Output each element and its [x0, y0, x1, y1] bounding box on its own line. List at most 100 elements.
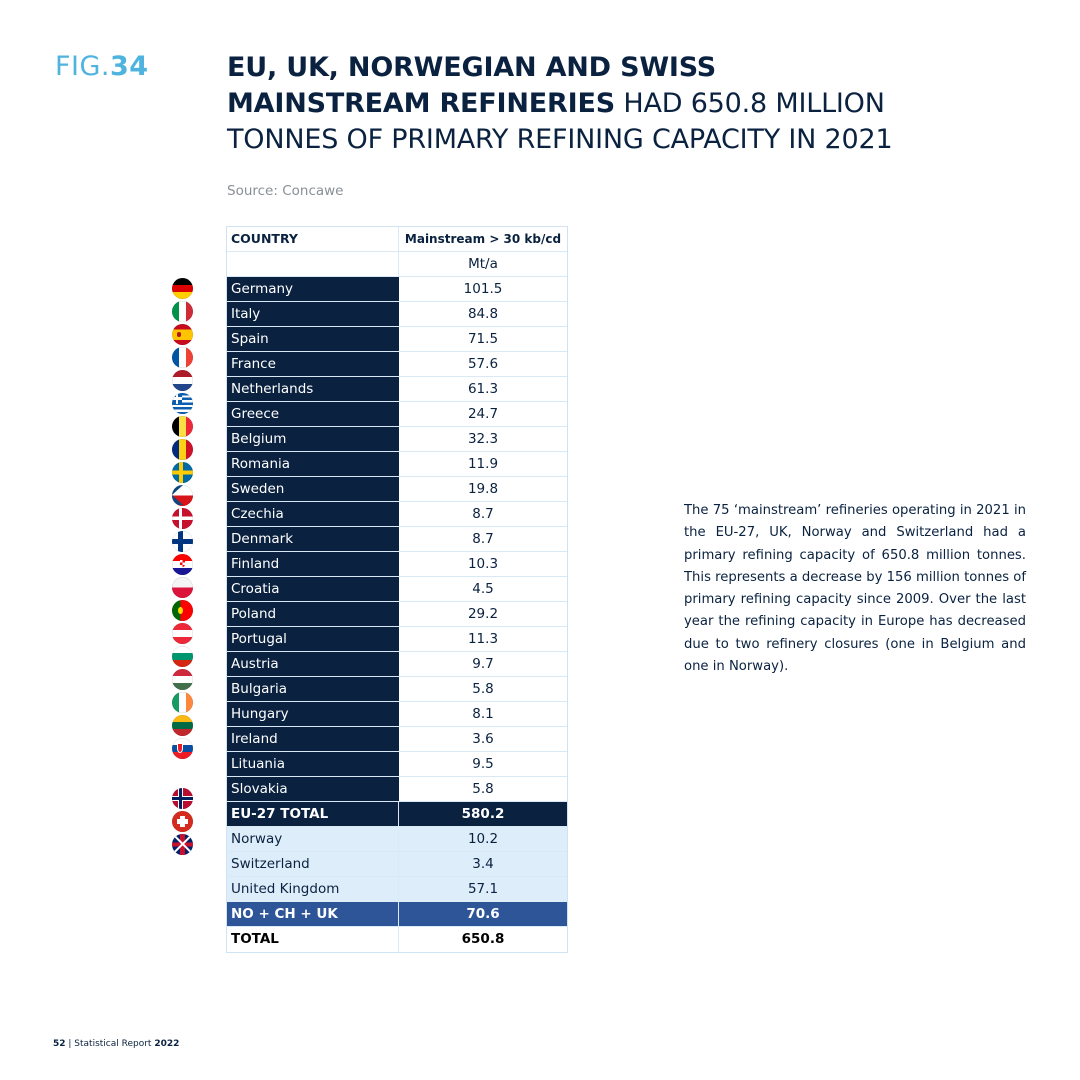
grand-total-row: TOTAL 650.8 [227, 927, 567, 952]
country-name: United Kingdom [227, 877, 399, 902]
country-name: Finland [227, 552, 399, 576]
country-name: Croatia [227, 577, 399, 601]
uk-flag-icon [172, 834, 193, 855]
bulgaria-flag-icon [172, 646, 193, 667]
table-header-row: COUNTRY Mainstream > 30 kb/cd [227, 227, 567, 252]
capacity-value: 3.6 [472, 731, 494, 747]
unit-label: Mt/a [468, 256, 498, 272]
table-row: Belgium 32.3 [227, 427, 567, 452]
footer-year: 2022 [154, 1039, 180, 1049]
capacity-value: 3.4 [399, 852, 567, 876]
unit-spacer [227, 252, 399, 276]
title-bold: EU, UK, NORWEGIAN AND SWISS MAINSTREAM R… [227, 52, 717, 119]
table-row: France 57.6 [227, 352, 567, 377]
source-note: Source: Concawe [227, 183, 344, 199]
switzerland-flag-icon [172, 811, 193, 832]
capacity-value: 8.1 [472, 706, 494, 722]
denmark-flag-icon [172, 508, 193, 529]
country-name: Switzerland [227, 852, 399, 876]
table-row: Poland 29.2 [227, 602, 567, 627]
country-name: Portugal [227, 627, 399, 651]
table-unit-row: Mt/a [227, 252, 567, 277]
germany-flag-icon [172, 278, 193, 299]
table-row: Slovakia 5.8 [227, 777, 567, 802]
figure-label: FIG.34 [55, 52, 149, 82]
lithuania-flag-icon [172, 715, 193, 736]
table-row: Spain 71.5 [227, 327, 567, 352]
table-row: Norway 10.2 [227, 827, 567, 852]
page-footer: 52 | Statistical Report 2022 [53, 1039, 179, 1049]
portugal-flag-icon [172, 600, 193, 621]
table-row: Germany 101.5 [227, 277, 567, 302]
country-name: Sweden [227, 477, 399, 501]
capacity-value: 101.5 [463, 281, 503, 297]
other-total-row: NO + CH + UK 70.6 [227, 902, 567, 927]
capacity-value: 11.9 [467, 456, 499, 472]
capacity-value: 9.5 [472, 756, 494, 772]
spain-flag-icon [172, 324, 193, 345]
croatia-flag-icon [172, 554, 193, 575]
country-name: Netherlands [227, 377, 399, 401]
capacity-value: 9.7 [472, 656, 494, 672]
hungary-flag-icon [172, 669, 193, 690]
figure-number: 34 [110, 51, 149, 82]
belgium-flag-icon [172, 416, 193, 437]
capacity-value: 5.8 [472, 681, 494, 697]
flag-spacer [172, 761, 194, 786]
capacity-value: 10.3 [467, 556, 499, 572]
capacity-value: 5.8 [472, 781, 494, 797]
ireland-flag-icon [172, 692, 193, 713]
capacity-value: 57.6 [467, 356, 499, 372]
figure-prefix: FIG. [55, 51, 110, 82]
header-country: COUNTRY [227, 227, 399, 251]
czechia-flag-icon [172, 485, 193, 506]
table-row: Greece 24.7 [227, 402, 567, 427]
netherlands-flag-icon [172, 370, 193, 391]
country-name: Greece [227, 402, 399, 426]
capacity-value: 24.7 [467, 406, 499, 422]
table-row: Ireland 3.6 [227, 727, 567, 752]
country-name: Czechia [227, 502, 399, 526]
capacity-table: COUNTRY Mainstream > 30 kb/cd Mt/a Germa… [226, 226, 568, 953]
eu-total-label: EU-27 TOTAL [227, 802, 399, 826]
eu-total-value: 580.2 [399, 802, 567, 826]
title-rest: HAD 650.8 MILLION TONNES OF PRIMARY REFI… [227, 88, 893, 155]
country-name: Belgium [227, 427, 399, 451]
italy-flag-icon [172, 301, 193, 322]
page-title: EU, UK, NORWEGIAN AND SWISS MAINSTREAM R… [227, 50, 927, 158]
table-row: Czechia 8.7 [227, 502, 567, 527]
finland-flag-icon [172, 531, 193, 552]
country-name: Romania [227, 452, 399, 476]
slovakia-flag-icon [172, 738, 193, 759]
greece-flag-icon [172, 393, 193, 414]
header-capacity: Mainstream > 30 kb/cd [404, 232, 562, 246]
grand-total-value: 650.8 [461, 931, 505, 947]
country-name: Poland [227, 602, 399, 626]
country-name: Bulgaria [227, 677, 399, 701]
summary-paragraph: The 75 ‘mainstream’ refineries operating… [684, 503, 1026, 675]
table-row: Austria 9.7 [227, 652, 567, 677]
country-name: Ireland [227, 727, 399, 751]
other-total-value: 70.6 [399, 902, 567, 926]
grand-total-label: TOTAL [227, 927, 399, 952]
page-number: 52 [53, 1039, 66, 1049]
table-row: Lituania 9.5 [227, 752, 567, 777]
capacity-value: 32.3 [467, 431, 499, 447]
table-row: Romania 11.9 [227, 452, 567, 477]
table-row: Netherlands 61.3 [227, 377, 567, 402]
capacity-value: 29.2 [467, 606, 499, 622]
capacity-value: 19.8 [467, 481, 499, 497]
capacity-value: 8.7 [472, 531, 494, 547]
country-name: Denmark [227, 527, 399, 551]
table-row: Denmark 8.7 [227, 527, 567, 552]
poland-flag-icon [172, 577, 193, 598]
country-name: Norway [227, 827, 399, 851]
country-name: Slovakia [227, 777, 399, 801]
flag-column [172, 276, 194, 857]
country-name: Germany [227, 277, 399, 301]
other-total-label: NO + CH + UK [227, 902, 399, 926]
country-name: France [227, 352, 399, 376]
table-row: Italy 84.8 [227, 302, 567, 327]
france-flag-icon [172, 347, 193, 368]
country-name: Italy [227, 302, 399, 326]
